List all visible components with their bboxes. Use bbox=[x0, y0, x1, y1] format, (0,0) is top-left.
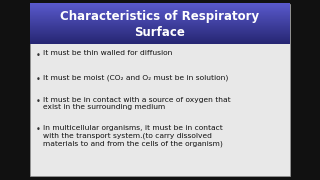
Text: •: • bbox=[36, 97, 41, 106]
Text: It must be moist (CO₂ and O₂ must be in solution): It must be moist (CO₂ and O₂ must be in … bbox=[43, 75, 228, 81]
Text: •: • bbox=[36, 75, 41, 84]
Text: •: • bbox=[36, 51, 41, 60]
Text: •: • bbox=[36, 125, 41, 134]
Text: Characteristics of Respiratory: Characteristics of Respiratory bbox=[60, 10, 260, 23]
Text: In multicellular organisms, it must be in contact
with the transport system.(to : In multicellular organisms, it must be i… bbox=[43, 125, 223, 147]
Text: It must be in contact with a source of oxygen that
exist in the surrounding medi: It must be in contact with a source of o… bbox=[43, 97, 230, 110]
Text: Surface: Surface bbox=[135, 26, 185, 39]
FancyBboxPatch shape bbox=[30, 4, 290, 176]
Text: It must be thin walled for diffusion: It must be thin walled for diffusion bbox=[43, 50, 172, 56]
